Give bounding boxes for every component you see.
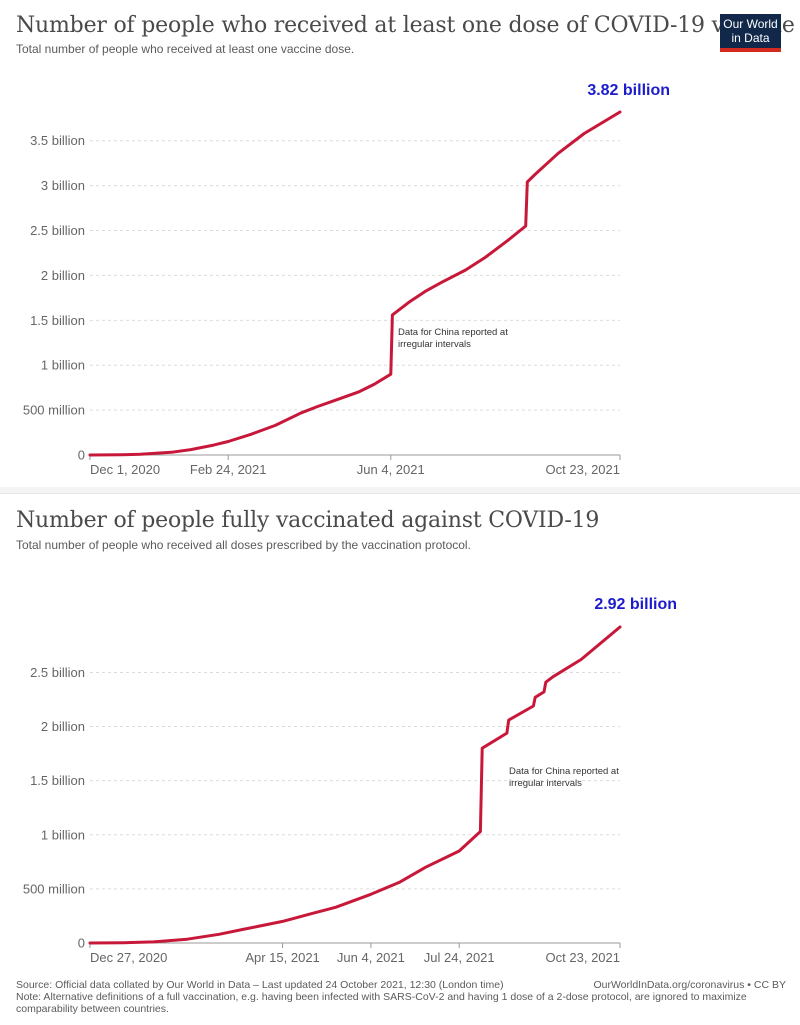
y-tick-label: 2 billion (41, 719, 85, 734)
owid-logo[interactable]: Our World in Data (720, 14, 781, 52)
chart-panel-first-dose: Number of people who received at least o… (0, 0, 800, 487)
credit-link[interactable]: OurWorldInData.org/coronavirus • CC BY (593, 979, 786, 991)
annotation-line-2: irregular intervals (509, 778, 582, 789)
annotation-line-1: Data for China reported at (509, 766, 619, 777)
y-tick-label: 0 (78, 936, 85, 951)
y-tick-label: 500 million (23, 881, 85, 896)
series-line[interactable] (88, 625, 622, 945)
y-tick-label: 500 million (23, 403, 85, 418)
annotation-line-1: Data for China reported at (398, 327, 508, 338)
x-tick-label: Jul 24, 2021 (424, 950, 495, 965)
y-tick-label: 3.5 billion (30, 133, 85, 148)
logo-line-2: in Data (731, 31, 770, 45)
chart-title: Number of people who received at least o… (16, 13, 795, 38)
end-value-label: 2.92 billion (594, 596, 677, 613)
source-text: Source: Official data collated by Our Wo… (16, 979, 504, 991)
y-tick-label: 1 billion (41, 358, 85, 373)
y-tick-label: 1.5 billion (30, 773, 85, 788)
chart-subtitle: Total number of people who received at l… (16, 42, 355, 56)
end-value-label: 3.82 billion (587, 82, 670, 99)
y-tick-label: 1 billion (41, 827, 85, 842)
y-tick-label: 0 (78, 448, 85, 463)
line-chart-fully-vaccinated[interactable]: 0 500 million 1 billion 1.5 billion 2 billio… (0, 494, 800, 974)
chart-panel-fully-vaccinated: Number of people fully vaccinated agains… (0, 493, 800, 1025)
y-tick-label: 2.5 billion (30, 665, 85, 680)
x-tick-label: Oct 23, 2021 (546, 462, 620, 477)
chart-subtitle: Total number of people who received all … (16, 538, 471, 552)
y-tick-label: 2.5 billion (30, 223, 85, 238)
chart-title: Number of people fully vaccinated agains… (16, 508, 600, 533)
panel-separator (0, 487, 800, 493)
x-tick-label: Dec 1, 2020 (90, 462, 160, 477)
x-tick-label: Jun 4, 2021 (357, 462, 425, 477)
y-tick-label: 1.5 billion (30, 313, 85, 328)
y-tick-label: 2 billion (41, 268, 85, 283)
x-tick-label: Jun 4, 2021 (337, 950, 405, 965)
x-tick-label: Feb 24, 2021 (190, 462, 267, 477)
chart-footer: Source: Official data collated by Our Wo… (16, 979, 786, 1015)
x-tick-label: Dec 27, 2020 (90, 950, 167, 965)
note-text: Note: Alternative definitions of a full … (16, 991, 747, 1015)
y-tick-label: 3 billion (41, 178, 85, 193)
annotation-line-2: irregular intervals (398, 339, 471, 350)
series-line[interactable] (88, 110, 622, 457)
line-chart-first-dose[interactable]: 0 500 million 1 billion 1.5 billion 2 billio… (0, 0, 800, 487)
x-tick-label: Oct 23, 2021 (546, 950, 620, 965)
x-tick-label: Apr 15, 2021 (245, 950, 319, 965)
logo-line-1: Our World (723, 17, 778, 31)
